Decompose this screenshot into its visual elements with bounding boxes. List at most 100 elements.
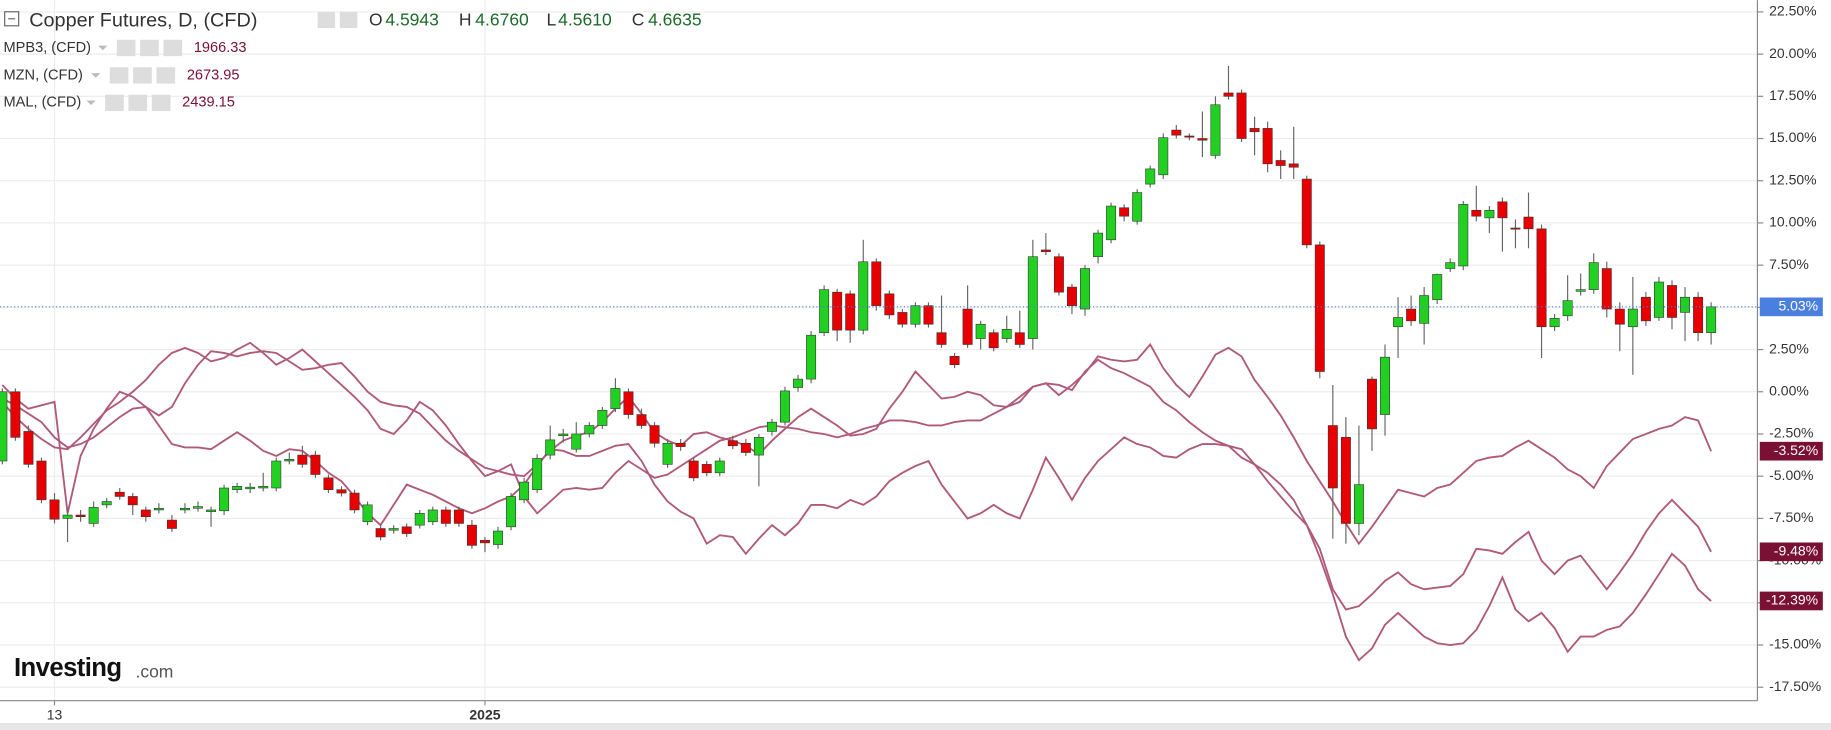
candle-body: [0, 391, 8, 462]
legend-eye[interactable]: [105, 94, 124, 112]
candle-body: [88, 507, 99, 524]
candle-body: [1627, 308, 1638, 328]
candle-body: [1393, 317, 1404, 328]
collapse-icon[interactable]: [4, 11, 20, 27]
candle-body: [1301, 178, 1312, 246]
candle-body: [819, 289, 830, 333]
candle-body: [62, 514, 73, 519]
candle-body: [1680, 296, 1690, 313]
candle-body: [780, 390, 790, 423]
legend-settings[interactable]: [128, 94, 148, 112]
candle-body: [1027, 256, 1038, 339]
y-tick-label: 10.00%: [1769, 214, 1816, 230]
candle-body: [245, 486, 256, 490]
candle-body: [545, 439, 556, 456]
candle-body: [49, 499, 60, 520]
candle-body: [427, 509, 438, 523]
ohlc-key: C: [632, 10, 645, 30]
legend-value: 2673.95: [187, 67, 240, 83]
candle-body: [649, 425, 660, 444]
last-value-label: -9.48%: [1774, 543, 1818, 559]
candle-body: [806, 334, 817, 380]
candle-body: [1406, 308, 1417, 322]
candle-body: [923, 305, 934, 325]
legend-close[interactable]: [163, 39, 183, 57]
candle-body: [1536, 228, 1547, 328]
candle-body: [1549, 318, 1560, 328]
candle-body: [727, 440, 738, 447]
candle-body: [871, 261, 882, 306]
settings-icon[interactable]: [339, 11, 358, 29]
y-tick-label: -7.50%: [1769, 509, 1813, 525]
candle-body: [258, 486, 269, 489]
candle-body: [140, 509, 151, 517]
last-value-label: 5.03%: [1778, 298, 1818, 314]
candle-body: [1014, 332, 1025, 345]
y-tick-label: 2.50%: [1769, 340, 1809, 356]
candle-body: [1119, 207, 1130, 217]
candle-body: [75, 514, 86, 517]
legend-value: 2439.15: [182, 95, 235, 111]
legend-eye[interactable]: [109, 67, 129, 84]
legend-value: 1966.33: [194, 40, 247, 56]
candle-body: [1262, 128, 1273, 165]
candle-body: [101, 501, 112, 506]
candle-body: [858, 261, 869, 331]
legend-close[interactable]: [156, 67, 176, 84]
candle-body: [571, 433, 582, 450]
candle-body: [1575, 289, 1586, 292]
candle-body: [114, 491, 125, 497]
ohlc-value: 4.5610: [558, 10, 612, 30]
candle-body: [401, 526, 412, 534]
candle-body: [1223, 92, 1234, 97]
candle-body: [1066, 286, 1077, 306]
candle-body: [375, 528, 386, 538]
candle-body: [884, 293, 895, 316]
legend-close[interactable]: [151, 94, 171, 112]
candle-body: [414, 513, 425, 526]
candle-body: [532, 458, 543, 490]
ohlc-value: 4.5943: [385, 10, 439, 30]
ohlc-key: H: [459, 10, 472, 30]
legend-eye[interactable]: [116, 39, 136, 57]
legend-settings[interactable]: [133, 67, 152, 84]
eye-icon[interactable]: [317, 11, 336, 29]
series-line: [1, 341, 1712, 611]
candle-body: [127, 496, 138, 506]
candle-body: [1419, 295, 1430, 324]
legend-dropdown[interactable]: [91, 73, 101, 78]
candle-body: [362, 504, 373, 523]
candle-body: [10, 391, 21, 438]
y-tick-label: 12.50%: [1769, 171, 1816, 187]
candle-body: [1562, 300, 1573, 317]
candle-body: [466, 524, 477, 546]
candle-body: [753, 437, 764, 456]
y-tick-label: 15.00%: [1769, 129, 1816, 145]
candle-body: [1497, 201, 1508, 219]
legend-dropdown[interactable]: [98, 45, 108, 51]
candle-body: [1197, 138, 1208, 141]
y-tick-label: 22.50%: [1769, 3, 1816, 19]
candle-body: [1445, 262, 1456, 269]
chart-title: Copper Futures, D, (CFD): [29, 9, 257, 31]
candle-body: [453, 509, 464, 524]
candle-body: [949, 356, 960, 366]
candle-body: [1667, 285, 1677, 318]
candle-body: [1614, 308, 1625, 325]
candle-body: [1106, 205, 1117, 241]
candle-body: [766, 421, 777, 432]
legend-name: MZN, (CFD): [4, 67, 83, 83]
candle-body: [1171, 129, 1182, 136]
candle-body: [219, 487, 230, 512]
candle-body: [688, 460, 699, 479]
series-line: [1, 384, 1712, 662]
legend-dropdown[interactable]: [86, 100, 96, 106]
candle-body: [701, 464, 712, 474]
candle-body: [1275, 160, 1286, 166]
candle-body: [1249, 128, 1260, 133]
legend-settings[interactable]: [140, 39, 159, 57]
